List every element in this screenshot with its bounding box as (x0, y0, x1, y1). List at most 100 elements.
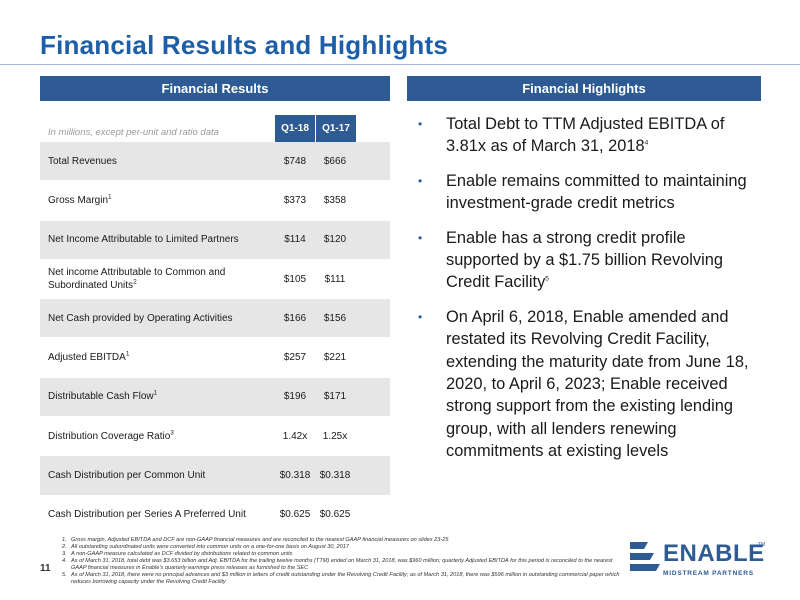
row-label: Net Income Attributable to Limited Partn… (40, 233, 275, 246)
enable-logo: ENABLE TM MIDSTREAM PARTNERS (630, 540, 770, 590)
cell-q1-17: $0.318 (319, 470, 351, 482)
footnote: 1. Gross margin, Adjusted EBITDA and DCF … (62, 537, 627, 544)
bullet-text: Enable remains committed to maintaining … (446, 171, 747, 213)
row-label: Distributable Cash Flow1 (40, 390, 275, 403)
footnote-text: As of March 31, 2018, total debt was $3.… (71, 558, 613, 571)
logo-subtitle: MIDSTREAM PARTNERS (663, 570, 754, 577)
cell-q1-17: $111 (324, 273, 346, 285)
footnote-ref: 1 (125, 350, 130, 358)
cell-q1-17: 1.25x (322, 430, 348, 442)
row-label: Net income Attributable to Common and Su… (40, 266, 275, 292)
highlight-bullet: • Enable remains committed to maintaining… (418, 170, 763, 215)
cell-q1-17: $171 (323, 391, 347, 403)
row-label-text: Gross Margin (48, 194, 109, 206)
footnote: 2. All outstanding subordinated units wer… (62, 544, 627, 551)
financial-results-header: Financial Results (40, 76, 390, 101)
cell-q1-18: $748 (283, 155, 307, 167)
table-row: Distributable Cash Flow1 $196 $171 (40, 377, 390, 418)
footnote-ref: 3 (170, 429, 174, 437)
row-label-text: Cash Distribution per Series A Preferred… (48, 509, 246, 521)
cell-q1-18: 1.42x (282, 430, 308, 442)
footnote: 5. As of March 31, 2018, there were no pr… (62, 572, 627, 586)
row-label-text: Net Cash provided by Operating Activitie… (48, 312, 233, 324)
footnote-text: As of March 31, 2018, there were no prin… (71, 572, 620, 585)
cell-q1-18: $0.625 (279, 509, 311, 521)
logo-wordmark: ENABLE (663, 540, 765, 567)
row-label-text: Total Revenues (48, 155, 117, 167)
footnote-ref: 1 (108, 193, 112, 201)
table-row: Cash Distribution per Series A Preferred… (40, 496, 390, 535)
footnote-number: 3. (62, 551, 67, 557)
row-label: Distribution Coverage Ratio3 (40, 430, 275, 443)
cell-q1-17: $156 (323, 312, 347, 324)
highlight-bullet: • Total Debt to TTM Adjusted EBITDA of 3.… (418, 113, 763, 158)
cell-q1-18: $0.318 (279, 470, 311, 482)
bullet-text: Enable has a strong credit profile suppo… (446, 228, 724, 292)
highlights-list: • Total Debt to TTM Adjusted EBITDA of 3.… (418, 113, 763, 475)
table-row: Cash Distribution per Common Unit $0.318 $… (40, 456, 390, 496)
footnote-text: All outstanding subordinated units were … (71, 544, 349, 550)
table-row: Gross Margin1 $373 $358 (40, 181, 390, 221)
column-header-q1-18: Q1-18 (275, 115, 315, 142)
cell-q1-17: $0.625 (319, 509, 351, 521)
financial-results-table: In millions, except per-unit and ratio d… (40, 115, 390, 535)
cell-q1-18: $105 (283, 273, 307, 285)
row-label-text: Adjusted EBITDA (48, 352, 126, 364)
enable-logo-mark-icon (630, 542, 660, 571)
cell-q1-18: $196 (283, 391, 307, 403)
footnote-text: A non-GAAP measure calculated as DCF div… (71, 551, 293, 557)
table-row: Net Income Attributable to Limited Partn… (40, 220, 390, 260)
row-label: Cash Distribution per Common Unit (40, 469, 275, 482)
row-label: Total Revenues (40, 155, 275, 168)
bullet-icon: • (418, 309, 423, 324)
cell-q1-17: $666 (323, 155, 347, 167)
footnote-ref: 5 (545, 275, 549, 283)
cell-q1-17: $120 (323, 234, 347, 246)
row-label-text: Distribution Coverage Ratio (48, 430, 171, 442)
footnote-ref: 2 (133, 278, 137, 286)
bullet-text: Total Debt to TTM Adjusted EBITDA of 3.8… (446, 115, 725, 156)
footnote-number: 2. (62, 544, 67, 550)
footnote-number: 4. (62, 558, 67, 564)
table-row: Net Cash provided by Operating Activitie… (40, 299, 390, 339)
financial-highlights-header: Financial Highlights (407, 76, 761, 101)
table-body: Total Revenues $748 $666 Gross Margin1 $373 $… (40, 142, 390, 535)
bullet-icon: • (418, 230, 423, 245)
bullet-icon: • (418, 173, 423, 188)
cell-q1-18: $166 (283, 312, 307, 324)
cell-q1-18: $257 (283, 352, 307, 364)
footnote-number: 1. (62, 537, 67, 543)
footnote-text: Gross margin, Adjusted EBITDA and DCF ar… (71, 537, 449, 543)
row-label-text: Net income Attributable to Common and Su… (48, 267, 226, 292)
row-label: Adjusted EBITDA1 (40, 351, 275, 364)
table-row: Distribution Coverage Ratio3 1.42x 1.25x (40, 417, 390, 457)
cell-q1-17: $358 (323, 194, 347, 206)
row-label: Gross Margin1 (40, 194, 275, 207)
row-label-text: Net Income Attributable to Limited Partn… (48, 234, 239, 246)
table-row: Net income Attributable to Common and Su… (40, 260, 390, 300)
column-header-q1-17: Q1-17 (316, 115, 356, 142)
bullet-text: On April 6, 2018, Enable amended and res… (446, 307, 749, 461)
highlight-bullet: • On April 6, 2018, Enable amended and re… (418, 306, 763, 463)
page-title: Financial Results and Highlights (40, 30, 449, 60)
footnote: 4. As of March 31, 2018, total debt was $… (62, 558, 627, 572)
row-label: Net Cash provided by Operating Activitie… (40, 312, 275, 325)
cell-q1-17: $221 (323, 352, 347, 364)
row-label-text: Cash Distribution per Common Unit (48, 470, 206, 482)
highlight-bullet: • Enable has a strong credit profile supp… (418, 227, 763, 294)
row-label-text: Distributable Cash Flow (48, 391, 154, 403)
table-row: Adjusted EBITDA1 $257 $221 (40, 338, 390, 378)
logo-trademark: TM (758, 542, 766, 548)
bullet-icon: • (418, 117, 423, 131)
footnote-number: 5. (62, 572, 67, 578)
units-note: In millions, except per-unit and ratio d… (48, 127, 219, 138)
footnotes: 1. Gross margin, Adjusted EBITDA and DCF … (62, 537, 627, 586)
cell-q1-18: $114 (284, 234, 306, 246)
title-divider (0, 64, 800, 65)
cell-q1-18: $373 (283, 194, 307, 206)
page-number: 11 (40, 563, 51, 574)
footnote: 3. A non-GAAP measure calculated as DCF d… (62, 551, 627, 558)
row-label: Cash Distribution per Series A Preferred… (40, 508, 275, 521)
table-row: Total Revenues $748 $666 (40, 142, 390, 182)
table-header-row: In millions, except per-unit and ratio d… (40, 115, 390, 142)
